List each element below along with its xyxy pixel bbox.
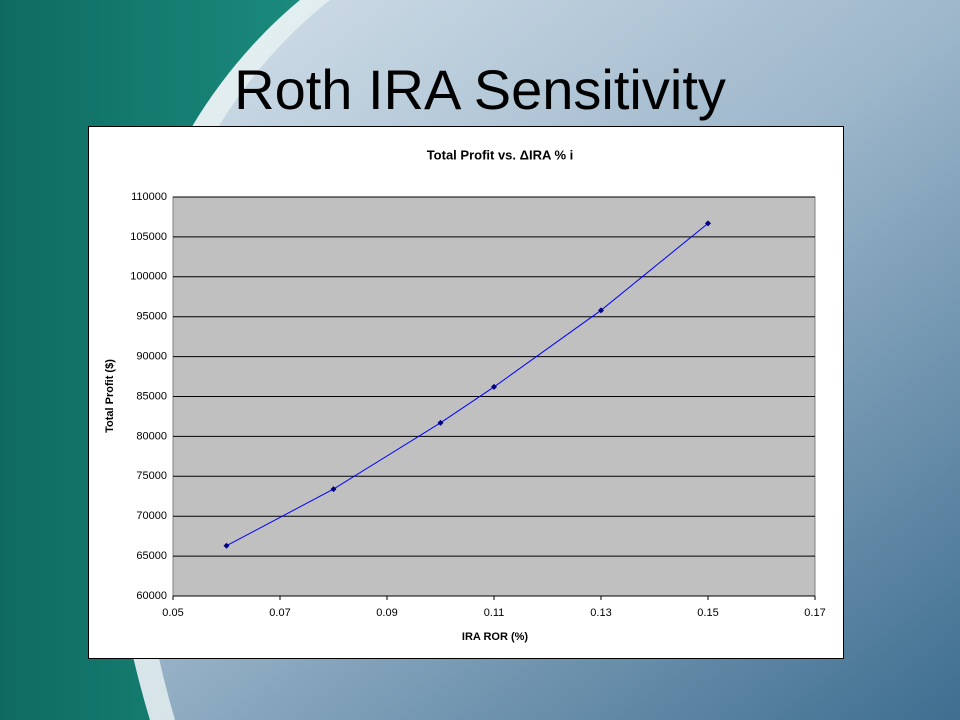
y-tick-label: 105000	[130, 231, 167, 243]
y-tick-label: 65000	[136, 550, 167, 562]
x-tick-label: 0.13	[590, 607, 611, 619]
data-point	[491, 383, 497, 390]
y-tick-label: 85000	[136, 390, 167, 402]
x-tick-label: 0.07	[269, 607, 290, 619]
x-tick-label: 0.15	[697, 607, 718, 619]
slide-title: Roth IRA Sensitivity	[234, 58, 726, 121]
y-tick-label: 75000	[136, 470, 167, 482]
series-line	[226, 222, 709, 547]
x-tick-label: 0.11	[484, 607, 505, 619]
data-point	[598, 307, 604, 314]
y-tick-label: 70000	[136, 510, 167, 522]
y-tick-label: 60000	[136, 590, 167, 602]
y-tick-label: 90000	[136, 351, 167, 363]
y-tick-label: 95000	[136, 311, 167, 323]
y-tick-label: 110000	[131, 191, 167, 203]
y-tick-label: 100000	[130, 271, 167, 283]
x-tick-label: 0.17	[804, 607, 825, 619]
x-tick-label: 0.09	[376, 607, 397, 619]
teal-band	[0, 0, 300, 720]
chart-title: Total Profit vs. ΔIRA % i	[427, 147, 574, 162]
data-point	[437, 419, 444, 426]
data-point	[705, 220, 711, 227]
data-point	[330, 486, 337, 493]
chart: Total Profit vs. ΔIRA % i IRA ROR (%) To…	[88, 126, 844, 659]
y-tick-label: 80000	[136, 430, 167, 442]
data-point	[223, 542, 230, 549]
x-tick-label: 0.05	[162, 607, 183, 619]
y-axis-label: Total Profit ($)	[104, 359, 116, 433]
x-axis-label: IRA ROR (%)	[462, 631, 529, 643]
